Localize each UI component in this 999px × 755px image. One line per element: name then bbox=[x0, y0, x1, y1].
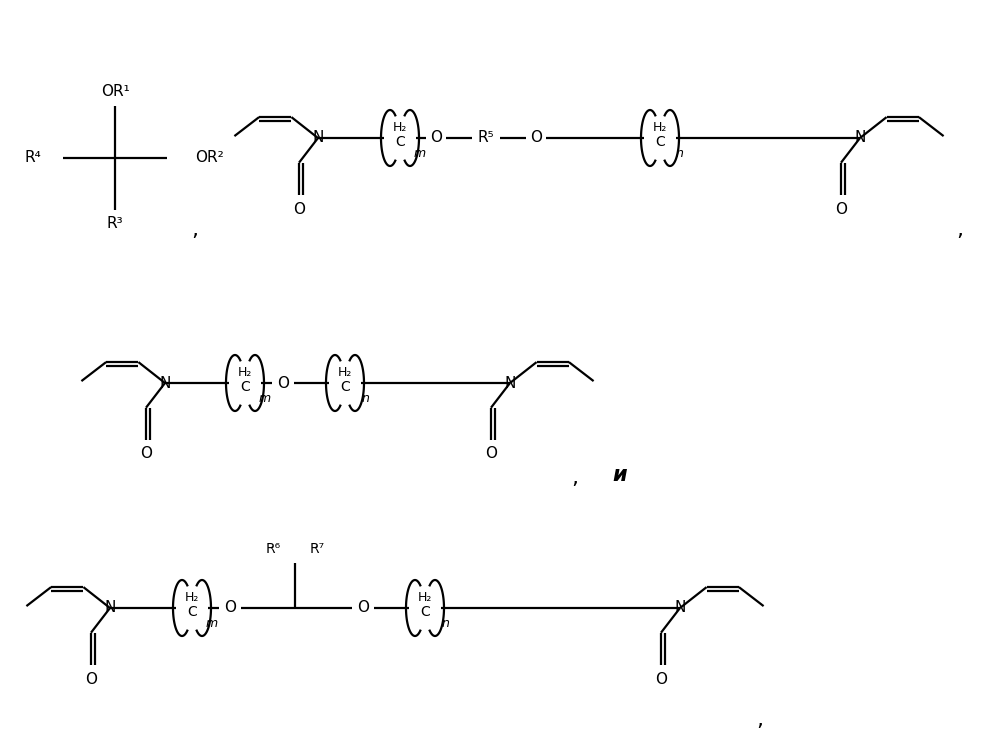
Text: m: m bbox=[259, 392, 271, 405]
Text: ,: , bbox=[571, 468, 578, 488]
Text: m: m bbox=[206, 617, 218, 630]
Text: O: O bbox=[430, 131, 442, 146]
Text: N: N bbox=[104, 600, 116, 615]
Text: C: C bbox=[187, 606, 197, 619]
Text: ,: , bbox=[756, 710, 763, 730]
Text: O: O bbox=[277, 375, 289, 390]
Text: C: C bbox=[396, 135, 405, 149]
Text: O: O bbox=[655, 671, 667, 686]
Text: N: N bbox=[854, 131, 866, 146]
Text: R³: R³ bbox=[107, 217, 123, 232]
Text: ,: , bbox=[956, 220, 963, 240]
Text: H₂: H₂ bbox=[185, 591, 199, 604]
Text: n: n bbox=[442, 617, 449, 630]
Text: N: N bbox=[674, 600, 685, 615]
Text: H₂: H₂ bbox=[238, 366, 252, 379]
Text: m: m bbox=[414, 147, 426, 160]
Text: R⁶: R⁶ bbox=[266, 542, 281, 556]
Text: N: N bbox=[159, 375, 171, 390]
Text: C: C bbox=[340, 381, 350, 394]
Text: N: N bbox=[504, 375, 515, 390]
Text: n: n bbox=[361, 392, 369, 405]
Text: O: O bbox=[530, 131, 542, 146]
Text: H₂: H₂ bbox=[393, 121, 408, 134]
Text: и: и bbox=[612, 465, 627, 485]
Text: R⁵: R⁵ bbox=[478, 131, 495, 146]
Text: H₂: H₂ bbox=[338, 366, 353, 379]
Text: R⁷: R⁷ bbox=[310, 542, 325, 556]
Text: O: O bbox=[357, 600, 369, 615]
Text: O: O bbox=[224, 600, 236, 615]
Text: C: C bbox=[240, 381, 250, 394]
Text: N: N bbox=[313, 131, 324, 146]
Text: OR¹: OR¹ bbox=[101, 85, 130, 100]
Text: H₂: H₂ bbox=[652, 121, 667, 134]
Text: OR²: OR² bbox=[195, 150, 224, 165]
Text: O: O bbox=[140, 446, 152, 461]
Text: O: O bbox=[485, 446, 497, 461]
Text: H₂: H₂ bbox=[418, 591, 433, 604]
Text: R⁴: R⁴ bbox=[24, 150, 41, 165]
Text: C: C bbox=[421, 606, 430, 619]
Text: O: O bbox=[293, 202, 305, 217]
Text: ,: , bbox=[192, 220, 199, 240]
Text: O: O bbox=[85, 671, 97, 686]
Text: O: O bbox=[835, 202, 847, 217]
Text: C: C bbox=[655, 135, 665, 149]
Text: n: n bbox=[676, 147, 684, 160]
